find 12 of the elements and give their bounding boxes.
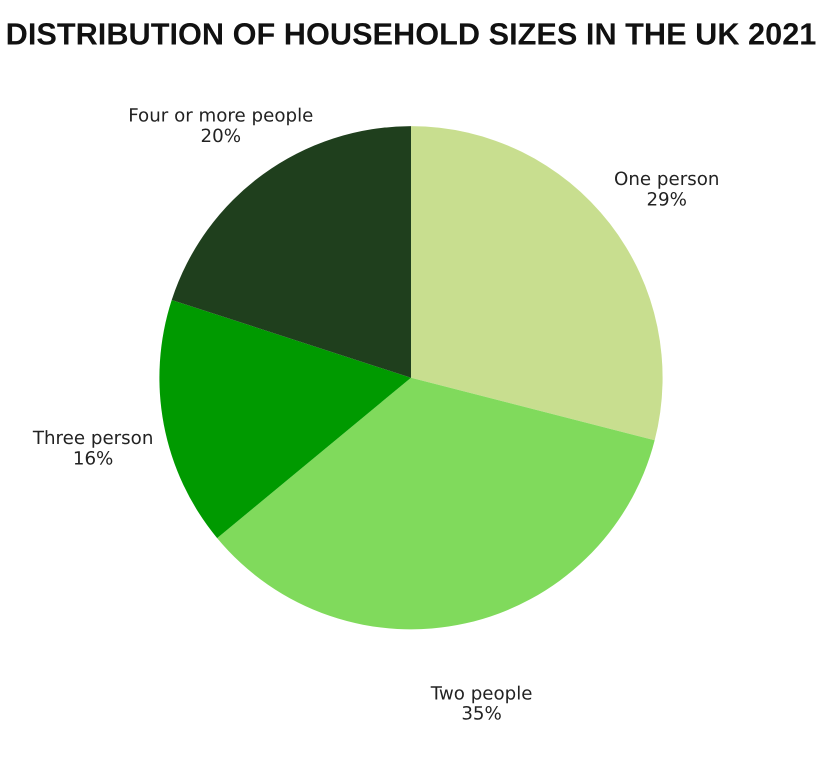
pie-slice [172,126,411,378]
pie-slice [217,378,655,630]
data-label: 35% [461,703,502,724]
data-label: 29% [646,189,687,210]
chart-title: DISTRIBUTION OF HOUSEHOLD SIZES IN THE UK 2021 [6,16,816,52]
slice-label: Four or more people [128,106,314,127]
slice-label: One person [614,169,720,190]
slice-label: Three person [32,428,154,450]
data-label: 16% [72,448,114,470]
slice-label: Two people [430,683,532,704]
pie-slice [160,300,411,538]
data-label: 20% [200,126,242,147]
